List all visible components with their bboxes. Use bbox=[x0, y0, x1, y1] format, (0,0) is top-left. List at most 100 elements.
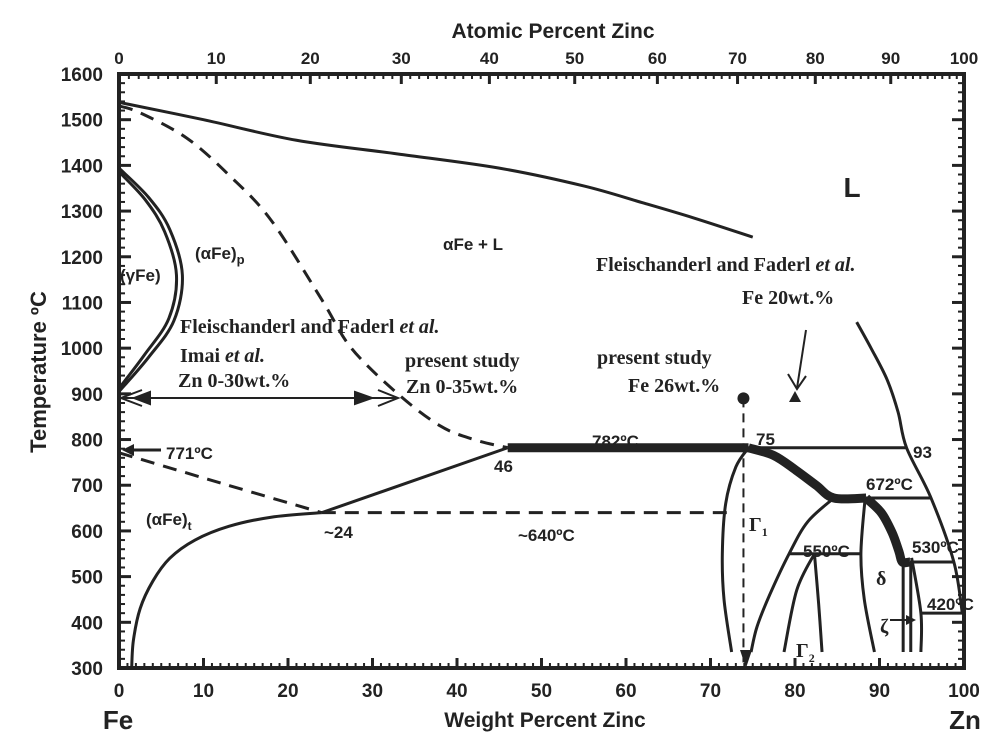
fleischanderl-point-marker bbox=[789, 391, 801, 403]
x2-axis-title: Atomic Percent Zinc bbox=[451, 20, 654, 43]
y-tick-label: 400 bbox=[71, 613, 103, 634]
y-tick-label: 500 bbox=[71, 568, 103, 589]
imai-etal: et al. bbox=[225, 345, 265, 367]
label-present-right-2: Fe 26wt.% bbox=[628, 375, 720, 397]
x2-tick-label: 70 bbox=[728, 49, 747, 68]
x-tick-label: 60 bbox=[615, 681, 636, 702]
phase-line-gamma1-left bbox=[720, 446, 750, 653]
zn-end-label: Zn bbox=[949, 705, 981, 735]
x2-tick-label: 80 bbox=[806, 49, 825, 68]
label-530: 530ºC bbox=[912, 538, 959, 557]
label-gamma1: Γ1 bbox=[749, 514, 768, 539]
x2-tick-label: 60 bbox=[648, 49, 667, 68]
label-gamma1-main: Γ bbox=[749, 514, 762, 536]
phase-boundaries bbox=[117, 100, 964, 669]
arrow-771 bbox=[122, 444, 161, 456]
x-tick-label: 0 bbox=[114, 681, 125, 702]
label-alpha-fe-l: αFe + L bbox=[443, 235, 503, 254]
label-gamma2-main: Γ bbox=[796, 640, 809, 662]
y-tick-label: 900 bbox=[71, 385, 103, 406]
plot-frame bbox=[117, 72, 966, 670]
phase-line-gamma-loop-inner bbox=[117, 170, 179, 390]
phase-line-gamma1-liquid-thick bbox=[747, 443, 867, 504]
phase-line-zeta-right bbox=[910, 557, 924, 653]
phase-line-liquidus-zn-side bbox=[855, 321, 964, 614]
dashed-vertical-arrowhead bbox=[740, 650, 752, 668]
y-tick-label: 800 bbox=[71, 431, 103, 452]
label-fleischanderl-left: Fleischanderl and Faderl et al. bbox=[180, 316, 439, 338]
label-46: 46 bbox=[494, 457, 513, 476]
x-tick-label: 40 bbox=[446, 681, 467, 702]
phase-line-gamma2-left bbox=[782, 553, 816, 653]
y-tick-label: 1600 bbox=[61, 65, 103, 86]
x-tick-label: 100 bbox=[948, 681, 980, 702]
imai-main: Imai bbox=[180, 345, 225, 367]
label-640: ~640ºC bbox=[518, 526, 575, 545]
label-420: 420ºC bbox=[927, 595, 974, 614]
label-fe-20: Fe 20wt.% bbox=[742, 287, 834, 309]
label-imai: Imai et al. bbox=[180, 345, 265, 367]
arrow-zeta bbox=[890, 615, 916, 625]
label-zeta: ζ bbox=[880, 616, 889, 638]
x2-tick-label: 0 bbox=[114, 49, 123, 68]
label-alpha-fe-p-main: (αFe) bbox=[195, 244, 237, 263]
y-tick-label: 1200 bbox=[61, 248, 103, 269]
phase-line-alpha-fe-p-boundary bbox=[118, 104, 509, 450]
x-tick-label: 10 bbox=[193, 681, 214, 702]
phase-line-delta-liquid-thick bbox=[862, 494, 911, 568]
phase-line-gamma-loop-outer bbox=[117, 167, 184, 393]
y-tick-label: 600 bbox=[71, 522, 103, 543]
arrow-fe-20 bbox=[787, 329, 807, 391]
x-tick-label: 20 bbox=[277, 681, 298, 702]
label-93: 93 bbox=[913, 443, 932, 462]
x2-tick-label: 100 bbox=[950, 49, 978, 68]
label-550: 550ºC bbox=[803, 542, 850, 561]
label-alpha-fe-t-main: (αFe) bbox=[146, 510, 188, 529]
label-24: ~24 bbox=[324, 523, 353, 542]
label-gamma2-sub: 2 bbox=[809, 651, 815, 665]
y-tick-label: 1300 bbox=[61, 202, 103, 223]
label-alpha-fe-p: (αFe)p bbox=[195, 244, 245, 267]
phase-line-magnetic-dashed bbox=[118, 451, 323, 515]
x2-tick-label: 10 bbox=[207, 49, 226, 68]
label-present-right-1: present study bbox=[597, 347, 712, 369]
x2-tick-label: 30 bbox=[392, 49, 411, 68]
x2-tick-label: 50 bbox=[565, 49, 584, 68]
y-tick-label: 700 bbox=[71, 476, 103, 497]
y-tick-label: 1500 bbox=[61, 111, 103, 132]
label-alpha-fe-p-sub: p bbox=[237, 252, 245, 267]
label-fleischanderl-right: Fleischanderl and Faderl et al. bbox=[596, 254, 855, 276]
x-tick-label: 50 bbox=[531, 681, 552, 702]
fleisch-left-etal: et al. bbox=[399, 316, 439, 338]
label-672: 672ºC bbox=[866, 475, 913, 494]
label-present-left-2: Zn 0-35wt.% bbox=[406, 376, 518, 398]
fleisch-right-etal: et al. bbox=[815, 254, 855, 276]
label-782: 782ºC bbox=[592, 432, 639, 451]
label-gamma2: Γ2 bbox=[796, 640, 815, 665]
y-tick-label: 300 bbox=[71, 659, 103, 680]
phase-line-delta-left bbox=[859, 497, 876, 653]
phase-line-line-24-46 bbox=[321, 446, 509, 515]
label-alpha-fe-t-sub: t bbox=[188, 519, 192, 533]
label-present-left-1: present study bbox=[405, 350, 520, 372]
y-tick-label: 1000 bbox=[61, 339, 103, 360]
label-gamma1-sub: 1 bbox=[762, 525, 768, 539]
phase-line-alpha-fe-t-solvus bbox=[130, 511, 322, 669]
fleisch-left-main: Fleischanderl and Faderl bbox=[180, 316, 399, 338]
x-tick-label: 80 bbox=[784, 681, 805, 702]
range-arrow-zn-0-30 bbox=[118, 389, 401, 407]
phase-line-liquidus bbox=[118, 100, 754, 239]
x2-tick-label: 90 bbox=[881, 49, 900, 68]
label-liquid: L bbox=[843, 172, 860, 203]
fe-end-label: Fe bbox=[103, 705, 133, 735]
x-axis-title: Weight Percent Zinc bbox=[444, 709, 646, 732]
x-tick-label: 70 bbox=[700, 681, 721, 702]
y-tick-label: 1400 bbox=[61, 156, 103, 177]
label-alpha-fe-t: (αFe)t bbox=[146, 510, 192, 533]
x2-tick-label: 40 bbox=[480, 49, 499, 68]
data-markers bbox=[737, 391, 801, 405]
y-axis-title: Temperature ºC bbox=[26, 291, 51, 453]
fleisch-right-main: Fleischanderl and Faderl bbox=[596, 254, 815, 276]
phase-line-gamma1-right bbox=[749, 496, 835, 653]
